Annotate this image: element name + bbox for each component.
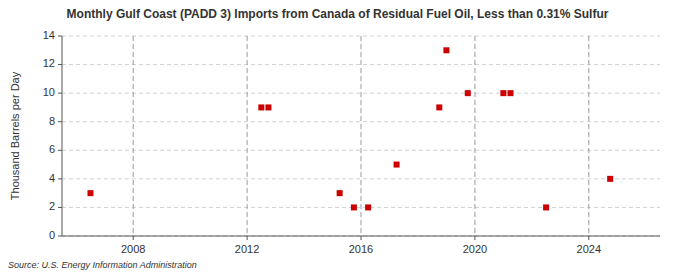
x-tick: [474, 236, 475, 240]
x-tick-label: 2016: [349, 243, 373, 255]
y-grid-line: [62, 121, 660, 122]
point: [607, 176, 613, 182]
x-tick: [247, 236, 248, 240]
x-tick-label: 2024: [577, 243, 601, 255]
point: [508, 90, 514, 96]
grid: [62, 36, 660, 236]
y-tick: [58, 36, 62, 37]
y-tick-label: 14: [43, 29, 55, 41]
point: [500, 90, 506, 96]
y-tick-label: 0: [49, 229, 55, 241]
point: [436, 104, 442, 110]
x-grid-line: [247, 36, 248, 236]
point: [351, 204, 357, 210]
x-tick-label: 2012: [235, 243, 259, 255]
point: [465, 90, 471, 96]
x-tick-label: 2020: [463, 243, 487, 255]
y-tick: [58, 150, 62, 151]
y-tick: [58, 207, 62, 208]
point: [265, 104, 271, 110]
chart: 0 2 4 6 8 10 12 14 2008 2012 2016 2020 2024 Thousand …: [0, 0, 675, 275]
y-tick-label: 10: [43, 86, 55, 98]
point: [443, 47, 449, 53]
x-tick: [361, 236, 362, 240]
y-tick-label: 6: [49, 143, 55, 155]
y-tick-label: 8: [49, 115, 55, 127]
x-grid-line: [133, 36, 134, 236]
x-tick-label: 2008: [121, 243, 145, 255]
y-tick: [58, 236, 62, 237]
point: [543, 204, 549, 210]
y-axis-line: [62, 36, 63, 236]
y-tick: [58, 178, 62, 179]
y-grid-line: [62, 178, 660, 179]
y-axis-label: Thousand Barrels per Day: [9, 71, 21, 200]
title: Monthly Gulf Coast (PADD 3) Imports from…: [67, 7, 609, 21]
source: Source: U.S. Energy Information Administ…: [8, 260, 197, 270]
y-tick-label: 12: [43, 57, 55, 69]
point: [394, 162, 400, 168]
x-grid-line: [361, 36, 362, 236]
y-tick: [58, 93, 62, 94]
y-axis: 0 2 4 6 8 10 12 14: [43, 29, 62, 241]
point: [337, 190, 343, 196]
x-tick: [133, 236, 134, 240]
x-tick: [588, 236, 589, 240]
y-tick-label: 4: [49, 172, 55, 184]
point: [258, 104, 264, 110]
x-axis: 2008 2012 2016 2020 2024: [121, 236, 601, 255]
point: [87, 190, 93, 196]
x-grid-line: [588, 36, 589, 236]
y-tick: [58, 121, 62, 122]
y-tick-label: 2: [49, 200, 55, 212]
points: [87, 47, 613, 210]
point: [365, 204, 371, 210]
x-grid-line: [474, 36, 475, 236]
y-tick: [58, 64, 62, 65]
